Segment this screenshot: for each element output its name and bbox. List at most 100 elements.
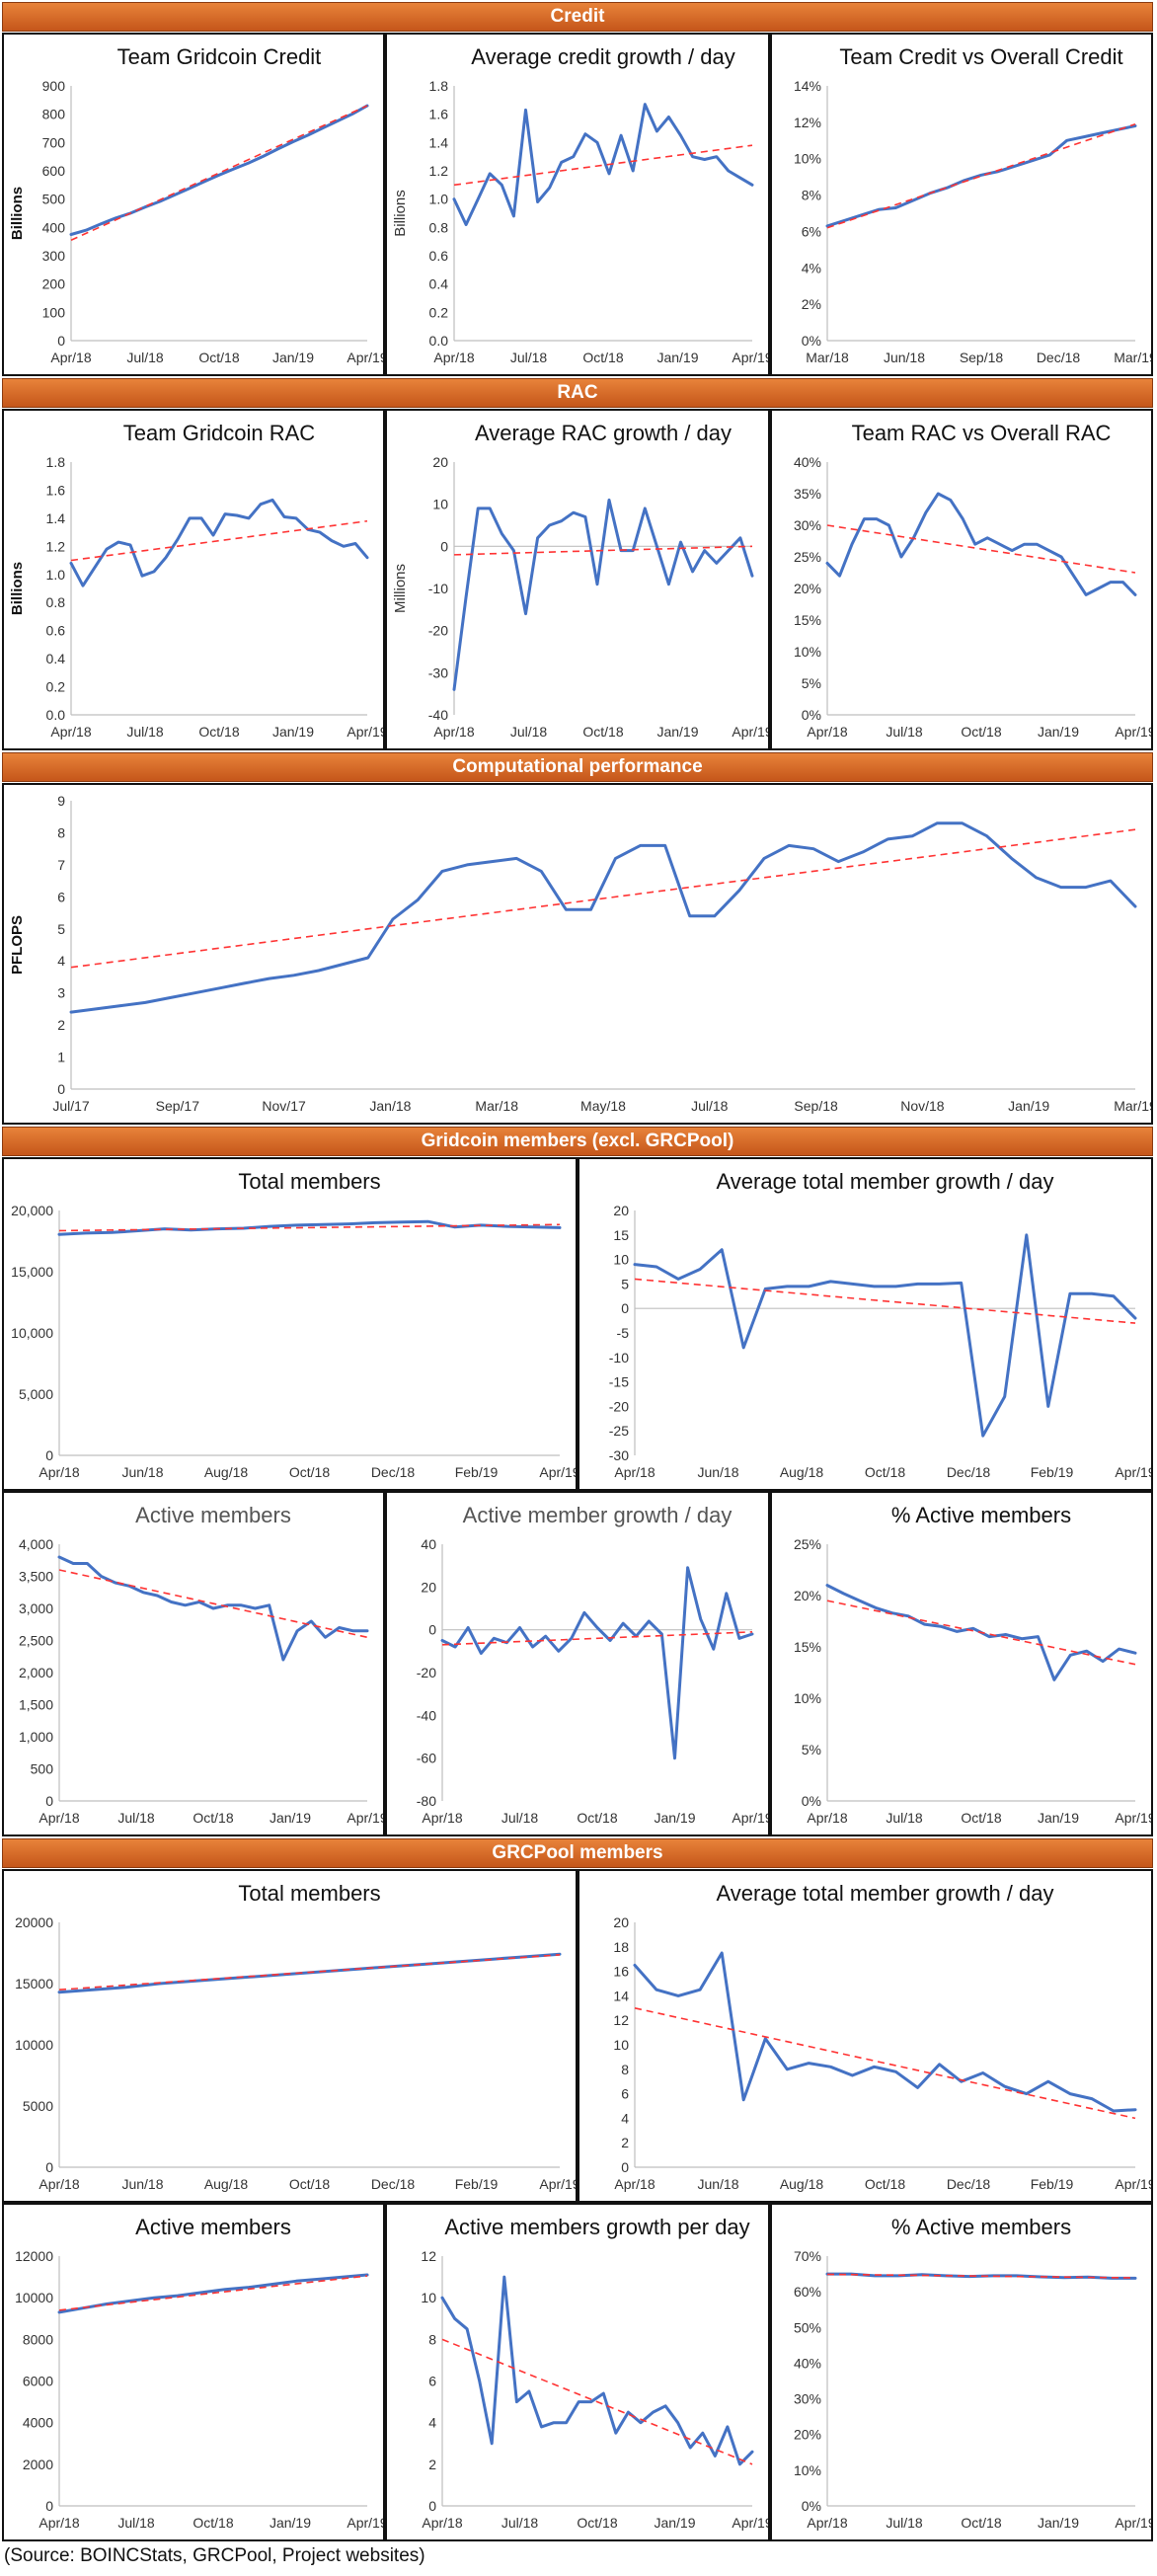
y-tick-label: -10	[428, 581, 448, 596]
x-tick-label: Apr/19	[347, 2515, 383, 2531]
x-tick-label: Jun/18	[697, 1464, 738, 1480]
y-tick-label: 3,000	[19, 1600, 53, 1616]
y-tick-label: 60%	[794, 2284, 821, 2300]
y-tick-label: 700	[42, 134, 66, 150]
x-tick-label: Apr/18	[50, 350, 91, 365]
y-tick-label: 0	[428, 1622, 436, 1638]
x-tick-label: Jul/18	[501, 2515, 539, 2531]
y-tick-label: 4	[57, 953, 65, 969]
x-tick-label: Aug/18	[780, 1464, 824, 1480]
x-tick-label: Jul/18	[510, 724, 548, 740]
chart-avg-credit-growth: Average credit growth / day Billions 0.0 0.…	[385, 33, 770, 376]
trend-line	[58, 1569, 368, 1639]
x-tick-label: Apr/19	[1115, 1464, 1151, 1480]
grc_active_pct-svg: % Active members 0% 5% 10% 15% 20% 25% Apr/18 Ju…	[794, 1503, 1151, 1826]
y-tick-label: 8	[621, 2062, 629, 2077]
y-tick-label: 1.6	[429, 107, 449, 122]
x-tick-label: Apr/18	[39, 1464, 79, 1480]
x-tick-label: Jul/18	[886, 1810, 923, 1826]
x-tick-label: Aug/18	[204, 2176, 249, 2192]
chart-grc-active-pct: % Active members 0% 5% 10% 15% 20% 25% Apr/18 Ju…	[770, 1491, 1153, 1836]
x-tick-label: Nov/18	[900, 1098, 945, 1114]
y-tick-label: -5	[617, 1325, 630, 1341]
y-tick-label: 0.8	[429, 219, 449, 235]
x-tick-label: Apr/18	[614, 2176, 655, 2192]
y-tick-label: 12%	[794, 115, 821, 130]
y-tick-label: -80	[417, 1793, 436, 1809]
chart-grc-total-growth: Average total member growth / day -30 -25 -…	[578, 1157, 1153, 1491]
pool_total_growth-svg: Average total member growth / day 0 2 4 6 8 10…	[613, 1881, 1151, 2192]
y-tick-label: 3	[57, 985, 65, 1001]
y-tick-label: 1.4	[429, 134, 449, 150]
y-tick-label: 0.6	[46, 623, 66, 639]
trend-line	[70, 105, 368, 241]
x-tick-label: Mar/19	[1114, 1098, 1151, 1114]
section-header-computational-performance: Computational performance	[2, 752, 1153, 782]
y-tick-label: 1.2	[429, 163, 449, 179]
x-tick-label: Apr/19	[347, 1810, 383, 1826]
y-tick-label: 2%	[802, 296, 821, 312]
y-tick-label: 20	[613, 1203, 629, 1218]
y-tick-label: 0.0	[429, 333, 449, 349]
y-tick-label: 35%	[794, 486, 821, 502]
y-tick-label: 40	[421, 1536, 436, 1552]
y-tick-label: 8	[428, 2331, 436, 2347]
section-header-gridcoin-members: Gridcoin members (excl. GRCPool)	[2, 1127, 1153, 1156]
y-tick-label: 4%	[802, 260, 821, 275]
trend-line	[826, 122, 1136, 229]
y-tick-label: 6%	[802, 223, 821, 239]
y-tick-label: 15,000	[11, 1264, 53, 1280]
x-tick-label: Apr/19	[347, 350, 383, 365]
chart-title: Team Gridcoin Credit	[117, 44, 322, 69]
y-tick-label: 4000	[23, 2415, 53, 2431]
x-tick-label: Dec/18	[1037, 350, 1081, 365]
y-tick-label: 14	[613, 1988, 629, 2003]
y-tick-label: 25%	[794, 549, 821, 565]
y-tick-label: 0.2	[46, 679, 66, 695]
series-line	[452, 498, 754, 691]
y-tick-label: 14%	[794, 78, 821, 94]
x-tick-label: Oct/18	[198, 350, 239, 365]
y-tick-label: 8000	[23, 2331, 53, 2347]
x-tick-label: Apr/18	[422, 2515, 462, 2531]
y-tick-label: 1.6	[46, 482, 66, 498]
y-tick-label: -20	[609, 1398, 629, 1414]
y-axis-label: PFLOPS	[9, 915, 26, 975]
x-tick-label: Aug/18	[780, 2176, 824, 2192]
x-tick-label: Jan/19	[656, 724, 698, 740]
y-tick-label: 15	[613, 1227, 629, 1243]
x-tick-label: Jun/18	[121, 2176, 163, 2192]
grc_total_growth-svg: Average total member growth / day -30 -25 -…	[609, 1169, 1151, 1480]
chart-title: % Active members	[891, 1503, 1071, 1527]
y-tick-label: 15%	[794, 1639, 821, 1655]
y-tick-label: 5	[621, 1276, 629, 1291]
y-tick-label: 10%	[794, 2462, 821, 2478]
x-tick-label: Sep/18	[960, 350, 1004, 365]
x-tick-label: Feb/19	[1031, 1464, 1074, 1480]
chart-title: Active member growth / day	[463, 1503, 733, 1527]
y-tick-label: 10000	[15, 2037, 53, 2053]
x-tick-label: Apr/19	[1115, 1810, 1151, 1826]
y-tick-label: 10%	[794, 644, 821, 660]
x-tick-label: Jan/19	[654, 1810, 695, 1826]
y-tick-label: 10000	[15, 2290, 53, 2305]
y-tick-label: 20000	[15, 1914, 53, 1930]
x-tick-label: Jan/19	[272, 724, 314, 740]
chart-title: Total members	[238, 1169, 380, 1194]
source-note: (Source: BOINCStats, GRCPool, Project we…	[4, 2545, 425, 2566]
y-tick-label: 50%	[794, 2319, 821, 2335]
x-tick-label: Jul/18	[126, 350, 164, 365]
series-line	[57, 1555, 369, 1662]
chart-title: Team Gridcoin RAC	[123, 421, 316, 445]
x-tick-label: Oct/18	[865, 2176, 905, 2192]
x-tick-label: Dec/18	[947, 2176, 991, 2192]
y-tick-label: 0.4	[46, 651, 66, 666]
y-tick-label: 1.0	[429, 192, 449, 207]
chart-title: Team RAC vs Overall RAC	[852, 421, 1112, 445]
y-tick-label: 4	[428, 2415, 436, 2431]
x-tick-label: Oct/18	[289, 1464, 330, 1480]
y-tick-label: 0	[57, 333, 65, 349]
y-tick-label: -40	[428, 707, 448, 723]
y-tick-label: 0	[57, 1081, 65, 1097]
y-tick-label: 2	[57, 1017, 65, 1033]
